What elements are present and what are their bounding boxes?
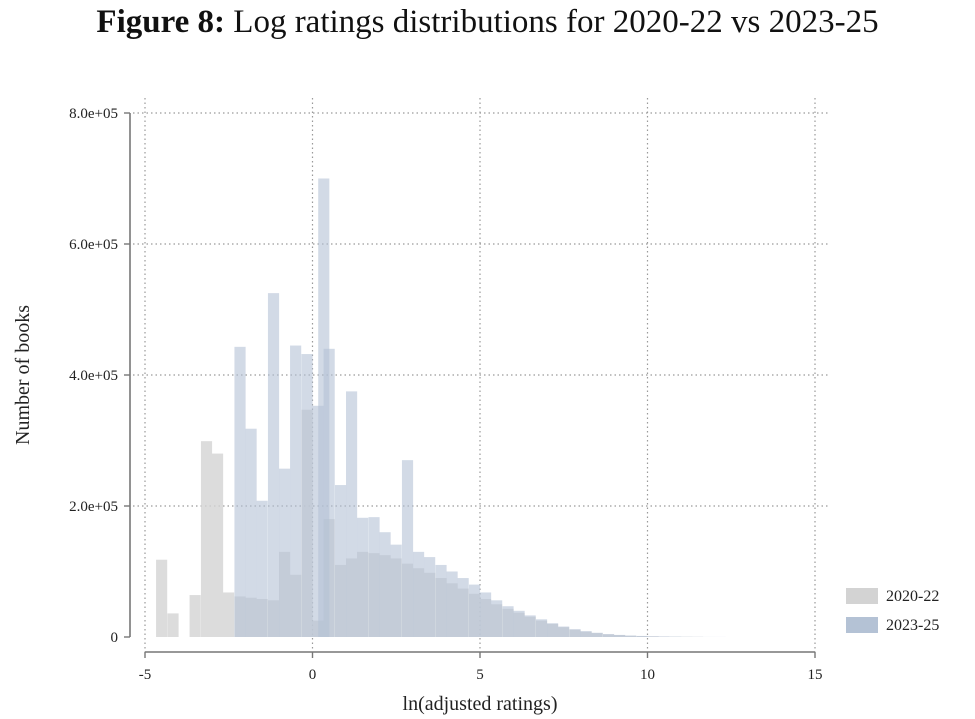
bar-2023-25-35 [614, 634, 626, 637]
figure-title: Figure 8: Log ratings distributions for … [0, 4, 975, 41]
bar-2023-25-16 [401, 460, 414, 637]
bar-2023-25-2 [256, 500, 268, 637]
bar-2023-25-21 [457, 578, 469, 637]
bar-2023-25-0 [234, 346, 246, 637]
bar-2020-22-5 [223, 592, 235, 637]
y-tick-label-0: 0 [111, 630, 119, 646]
y-tick-label-1: 2.0e+05 [69, 499, 118, 515]
x-tick-label-1: 0 [309, 667, 317, 683]
bar-2023-25-23 [480, 592, 492, 637]
legend-label-2023-25: 2023-25 [886, 617, 939, 634]
bar-2023-25-36 [625, 635, 637, 637]
y-tick-label-4: 8.0e+05 [69, 106, 118, 122]
bar-2023-25-20 [446, 571, 458, 637]
legend: 2020-22 2023-25 [846, 588, 939, 634]
bar-2023-25-13 [368, 517, 380, 637]
x-axis-label: ln(adjusted ratings) [403, 693, 558, 715]
bar-2020-22-1 [167, 613, 179, 637]
figure-label: Figure 8: [96, 4, 226, 40]
grid-lines [133, 98, 830, 652]
bar-2023-25-9 [323, 348, 335, 637]
legend-label-2020-22: 2020-22 [886, 588, 939, 605]
x-tick-label-0: -5 [139, 667, 152, 683]
bar-2023-25-7 [312, 405, 324, 637]
bar-2023-25-30 [558, 626, 570, 637]
bar-2020-22-2 [189, 595, 201, 637]
bar-2023-25-29 [547, 623, 559, 637]
bar-2023-25-1 [245, 428, 257, 637]
bar-2023-25-12 [357, 517, 369, 637]
bar-2023-25-33 [591, 632, 603, 637]
y-axis-label: Number of books [12, 305, 34, 445]
bar-2023-25-34 [602, 634, 615, 637]
bar-2023-25-4 [279, 468, 291, 637]
bar-2023-25-5 [290, 345, 302, 637]
y-tick-label-3: 6.0e+05 [69, 237, 118, 253]
bar-2023-25-19 [435, 564, 447, 637]
y-tick-label-2: 4.0e+05 [69, 368, 118, 384]
bar-2023-25-6 [301, 354, 313, 637]
series-2023-25-bars [234, 178, 726, 637]
bar-2023-25-3 [267, 293, 280, 637]
bar-2023-25-11 [346, 391, 358, 637]
bar-2023-25-27 [524, 615, 536, 637]
bar-2023-25-14 [379, 532, 391, 637]
bar-2023-25-17 [413, 551, 425, 637]
bar-2023-25-26 [513, 610, 525, 637]
bar-2023-25-39 [658, 636, 670, 637]
bar-2023-25-15 [390, 544, 402, 637]
bar-2023-25-24 [491, 600, 503, 637]
bar-2023-25-22 [468, 584, 481, 637]
bar-2023-25-31 [569, 629, 581, 637]
bar-2023-25-38 [647, 636, 659, 637]
bar-2020-22-3 [200, 441, 213, 637]
bar-2020-22-4 [212, 453, 224, 637]
bar-2023-25-25 [502, 606, 514, 637]
bar-2023-25-18 [424, 557, 436, 637]
x-tick-label-2: 5 [476, 667, 484, 683]
tick-labels: 0 2.0e+05 4.0e+05 6.0e+05 8.0e+05 -5 0 5 10 15 [69, 106, 822, 683]
bar-2020-22-0 [156, 559, 168, 637]
bar-2023-25-28 [535, 619, 548, 637]
legend-swatch-2023-25 [846, 617, 878, 633]
axes [124, 112, 816, 658]
legend-swatch-2020-22 [846, 588, 878, 604]
bar-2023-25-37 [636, 635, 648, 637]
x-tick-label-3: 10 [640, 667, 655, 683]
figure-title-text: Log ratings distributions for 2020-22 vs… [233, 4, 879, 40]
x-tick-label-4: 15 [808, 667, 823, 683]
bar-2023-25-32 [580, 631, 592, 637]
bar-2023-25-10 [334, 485, 347, 637]
